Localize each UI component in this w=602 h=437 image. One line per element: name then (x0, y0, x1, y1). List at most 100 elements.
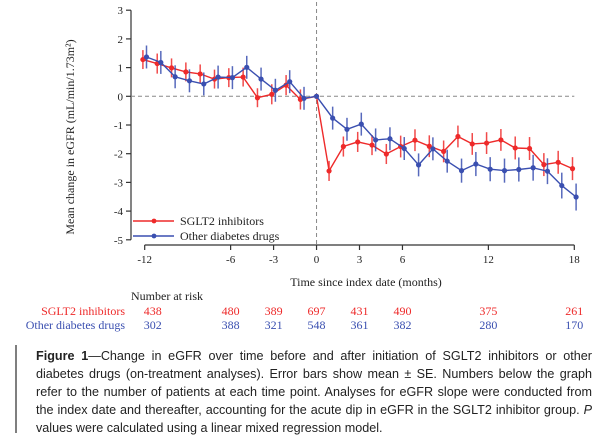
risk-count: 388 (221, 318, 240, 332)
legend-label: SGLT2 inhibitors (180, 214, 264, 228)
y-tick-label: 1 (118, 63, 124, 75)
x-tick-label: -12 (137, 254, 152, 266)
data-point (269, 91, 275, 97)
data-point (272, 87, 278, 93)
risk-count: 490 (393, 304, 412, 318)
data-point (355, 139, 361, 145)
risk-count: 261 (565, 304, 584, 318)
caption-label: Figure 1 (36, 349, 89, 363)
series-sglt2-inhibitors (140, 50, 576, 181)
risk-count: 548 (307, 318, 326, 332)
data-point (287, 79, 293, 85)
x-tick-label: -6 (226, 254, 236, 266)
data-point (498, 137, 504, 143)
data-point (183, 69, 189, 75)
data-point (358, 121, 364, 127)
risk-count: 321 (264, 318, 283, 332)
x-axis-label: Time since index date (months) (290, 275, 442, 289)
data-point (330, 115, 336, 121)
risk-count: 431 (350, 304, 369, 318)
egfr-line-chart: 3 2 1 0 -1 -2 -3 -4 -5 -12 -6 -3 0 3 6 12 18 SGLT2 inhib… (63, 2, 580, 289)
risk-row-label: Other diabetes drugs (25, 318, 125, 332)
caption-dash: — (88, 349, 101, 363)
data-point (326, 168, 332, 174)
series-other-diabetes-drugs (143, 45, 579, 211)
y-tick-label: 2 (118, 34, 124, 46)
y-tick-label: -5 (114, 235, 124, 247)
reference-lines (131, 2, 575, 245)
data-point (258, 76, 264, 82)
risk-count: 302 (143, 318, 162, 332)
data-point (441, 148, 447, 155)
data-point (569, 166, 576, 172)
data-point (512, 145, 518, 151)
risk-count: 389 (264, 304, 283, 318)
risk-count: 382 (393, 318, 412, 332)
data-point (313, 93, 320, 99)
data-point (172, 74, 178, 80)
data-point (483, 140, 490, 146)
data-point (426, 143, 432, 149)
data-point (559, 182, 565, 189)
x-tick-label: 0 (314, 254, 320, 266)
data-point (487, 166, 493, 172)
figure-caption: Figure 1—Change in eGFR over time before… (36, 347, 592, 437)
data-point (301, 95, 307, 101)
risk-count: 697 (307, 304, 326, 318)
data-point (369, 142, 375, 148)
caption-text-1: Change in eGFR over time before and afte… (36, 349, 592, 417)
risk-count: 438 (143, 304, 162, 318)
y-tick-label: -3 (114, 177, 124, 189)
risk-count: 480 (221, 304, 240, 318)
data-point (458, 168, 465, 174)
data-point (455, 133, 461, 140)
caption-text-2: values were calculated using a linear mi… (36, 421, 383, 435)
data-point (555, 159, 561, 165)
data-point (229, 75, 236, 81)
legend-marker (151, 218, 157, 224)
caption-italic-p: P (583, 403, 592, 417)
axes: 3 2 1 0 -1 -2 -3 -4 -5 -12 -6 -3 0 3 6 12 18 (114, 5, 580, 266)
y-tick-label: -1 (114, 120, 123, 132)
x-tick-label: 12 (483, 254, 494, 266)
data-point (215, 74, 221, 80)
data-point (186, 78, 193, 84)
y-tick-label: 0 (118, 91, 124, 103)
y-tick-label: 3 (118, 5, 124, 17)
data-point (158, 59, 164, 66)
data-point (244, 64, 250, 70)
data-point (344, 126, 350, 132)
data-point (573, 194, 579, 200)
series-line (142, 58, 573, 173)
legend-marker (151, 233, 157, 239)
data-point (143, 54, 150, 60)
data-point (168, 65, 175, 71)
risk-count: 375 (479, 304, 498, 318)
data-point (201, 81, 207, 87)
data-point (516, 166, 522, 173)
data-point (197, 71, 203, 77)
data-point (140, 56, 146, 63)
y-axis-label: Mean change in eGFR (mL/min/1.73m²) (63, 39, 77, 234)
data-point (383, 151, 389, 157)
x-tick-label: 3 (357, 254, 363, 266)
y-tick-label: -4 (114, 206, 124, 218)
caption-divider (15, 345, 17, 433)
x-tick-label: 6 (400, 254, 406, 266)
data-point (412, 137, 418, 143)
data-point (340, 143, 346, 150)
data-point (541, 162, 547, 168)
data-point (415, 162, 422, 168)
plot-area (140, 45, 579, 211)
data-point (401, 145, 407, 152)
data-point (530, 165, 536, 171)
data-point (544, 168, 551, 174)
data-point (501, 168, 508, 174)
data-point (473, 161, 479, 167)
x-tick-label: 18 (569, 254, 581, 266)
data-point (430, 146, 436, 152)
risk-count: 280 (479, 318, 498, 332)
legend-label: Other diabetes drugs (180, 229, 280, 243)
risk-count: 361 (350, 318, 369, 332)
